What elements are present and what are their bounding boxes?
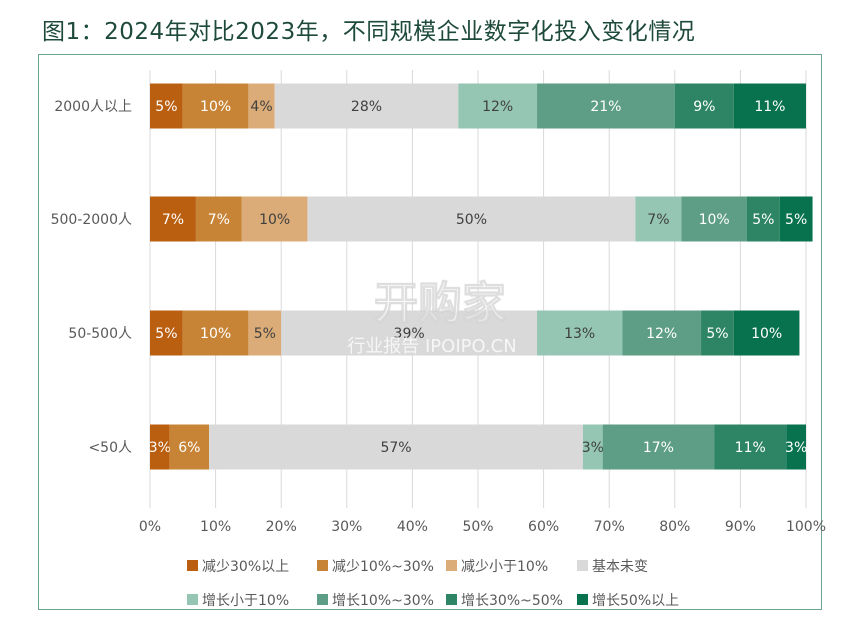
legend-swatch [577,594,588,605]
bar-segment [746,196,780,242]
legend-label: 减少30%以上 [202,559,289,575]
data-label: 5% [155,326,177,342]
data-label: 28% [351,99,382,115]
category-label: 500-2000人 [51,212,132,228]
data-label: 6% [178,440,200,456]
bar-segment [209,424,583,470]
data-label: 7% [208,212,230,228]
category-label: <50人 [88,440,132,456]
bar-segment [622,310,702,356]
data-label: 12% [646,326,677,342]
legend-swatch [317,594,328,605]
bar-segment [458,83,538,129]
bar-segment [248,83,275,129]
data-label: 12% [482,99,513,115]
data-label: 13% [564,326,595,342]
data-label: 10% [751,326,782,342]
x-tick-label: 40% [397,519,428,535]
x-tick-label: 20% [266,519,297,535]
bar-segment [241,196,308,242]
x-tick-label: 80% [659,519,690,535]
x-tick-label: 90% [725,519,756,535]
data-label: 7% [162,212,184,228]
bar-segment [182,83,249,129]
chart-frame [38,54,822,610]
data-label: 11% [735,440,766,456]
watermark-main: 开购家 [374,278,506,329]
data-label: 3% [785,440,807,456]
bar-segment [602,424,715,470]
data-label: 11% [754,99,785,115]
bar-segment [537,310,623,356]
category-label: 50-500人 [68,326,132,342]
bar-segment [307,196,636,242]
bar-segment [714,424,787,470]
category-label: 2000人以上 [54,99,132,115]
data-label: 10% [200,326,231,342]
bar-segment [150,424,170,470]
x-tick-label: 50% [462,519,493,535]
bar-segment [274,83,459,129]
bar-segment [182,310,249,356]
legend-label: 增长小于10% [202,593,289,609]
bar-segment [537,83,675,129]
legend-swatch [187,594,198,605]
legend-label: 增长10%~30% [332,593,434,609]
legend-label: 减少10%~30% [332,559,434,575]
data-label: 5% [785,212,807,228]
data-label: 17% [643,440,674,456]
data-label: 3% [149,440,171,456]
legend-label: 基本未变 [592,558,648,575]
bar-segment [195,196,242,242]
legend-label: 增长50%以上 [592,593,679,609]
data-label: 5% [752,212,774,228]
x-tick-label: 0% [139,519,161,535]
bar-segment [674,83,734,129]
watermark-sub: 行业报告 IPOIPO.CN [347,336,516,357]
data-label: 5% [254,326,276,342]
bar-segment [779,196,813,242]
bar-segment [733,310,800,356]
x-tick-label: 10% [200,519,231,535]
legend-label: 减少小于10% [461,559,548,575]
data-label: 39% [394,326,425,342]
x-tick-label: 60% [528,519,559,535]
bar-segment [635,196,682,242]
x-tick-label: 100% [786,519,826,535]
bar-segment [248,310,282,356]
data-label: 10% [200,99,231,115]
chart-title: 图1：2024年对比2023年，不同规模企业数字化投入变化情况 [42,19,696,45]
legend-swatch [187,560,198,571]
data-label: 5% [155,99,177,115]
data-label: 57% [380,440,411,456]
bar-segment [150,196,196,242]
bar-segment [150,310,183,356]
data-label: 50% [456,212,487,228]
data-label: 3% [582,440,604,456]
data-label: 9% [693,99,715,115]
data-label: 21% [590,99,621,115]
data-label: 5% [706,326,728,342]
bar-segment [733,83,806,129]
legend-swatch [577,560,588,571]
data-label: 7% [647,212,669,228]
bar-segment [701,310,734,356]
bar-segment [786,424,806,470]
legend-swatch [446,560,457,571]
x-tick-label: 70% [594,519,625,535]
data-label: 10% [699,212,730,228]
bar-segment [169,424,210,470]
bar-segment [150,83,183,129]
legend-swatch [446,594,457,605]
data-label: 10% [259,212,290,228]
data-label: 4% [250,99,272,115]
bar-segment [681,196,747,242]
legend-label: 增长30%~50% [461,593,563,609]
bar-segment [582,424,603,470]
x-tick-label: 30% [331,519,362,535]
bar-segment [281,310,538,356]
legend-swatch [317,560,328,571]
